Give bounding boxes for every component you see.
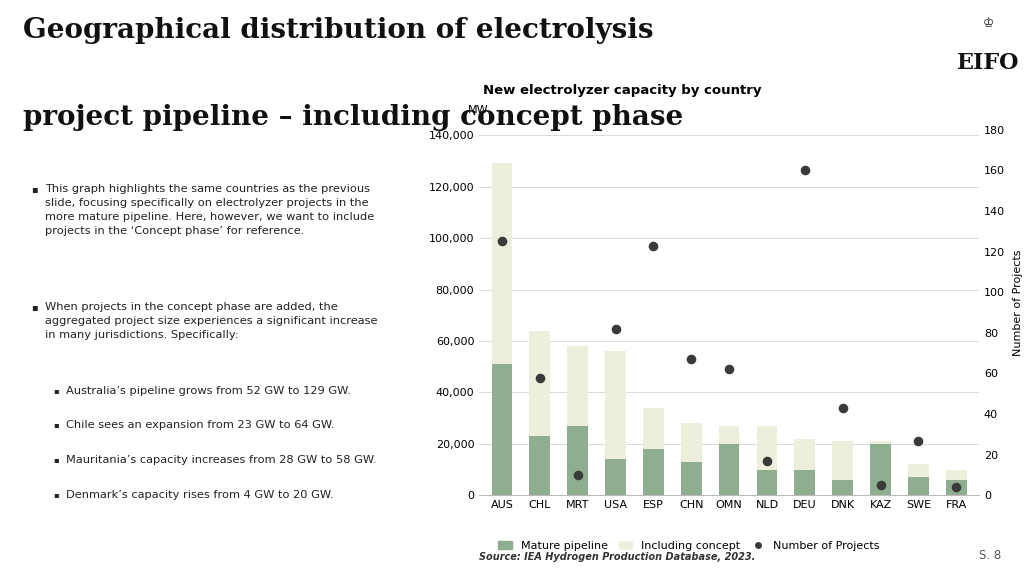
Point [607,324,624,334]
Point [948,483,965,492]
Bar [795,439,815,469]
Text: Mauritania’s capacity increases from 28 GW to 58 GW.: Mauritania’s capacity increases from 28 … [66,455,376,465]
Bar [605,459,626,495]
Point [569,471,586,480]
Point [531,373,548,382]
Bar [492,364,512,495]
Text: ▪: ▪ [31,184,37,194]
Point [645,241,662,250]
Text: Chile sees an expansion from 23 GW to 64 GW.: Chile sees an expansion from 23 GW to 64… [66,420,334,430]
Text: Denmark’s capacity rises from 4 GW to 20 GW.: Denmark’s capacity rises from 4 GW to 20… [66,490,333,499]
Bar [605,351,626,459]
Bar [529,436,550,495]
Text: Source: IEA Hydrogen Production Database, 2023.: Source: IEA Hydrogen Production Database… [479,552,756,562]
Text: Australia’s pipeline grows from 52 GW to 129 GW.: Australia’s pipeline grows from 52 GW to… [66,386,350,396]
Bar [795,469,815,495]
Text: New electrolyzer capacity by country: New electrolyzer capacity by country [483,84,762,97]
Bar [908,464,929,478]
Bar [719,426,739,444]
Bar [643,449,664,495]
Text: ♔: ♔ [983,17,993,31]
Point [759,456,775,465]
Point [683,355,699,364]
Text: MW: MW [468,105,488,115]
Bar [870,441,891,444]
Point [721,365,737,374]
Bar [946,469,967,480]
Bar [719,444,739,495]
Bar [946,480,967,495]
Bar [643,408,664,449]
Legend: Mature pipeline, Including concept, Number of Projects: Mature pipeline, Including concept, Numb… [494,536,885,555]
Text: project pipeline – including concept phase: project pipeline – including concept pha… [23,104,683,131]
Bar [529,331,550,436]
Text: This graph highlights the same countries as the previous
slide, focusing specifi: This graph highlights the same countries… [45,184,375,236]
Point [872,480,889,490]
Text: ▪: ▪ [53,455,58,464]
Point [494,237,510,246]
Text: When projects in the concept phase are added, the
aggregated project size experi: When projects in the concept phase are a… [45,302,378,340]
Bar [908,478,929,495]
Text: ▪: ▪ [53,386,58,395]
Bar [681,462,701,495]
Bar [833,441,853,480]
Text: ▪: ▪ [31,302,37,312]
Point [910,436,927,445]
Bar [833,480,853,495]
Point [797,166,813,175]
Bar [757,426,777,469]
Bar [567,346,588,426]
Text: Geographical distribution of electrolysis: Geographical distribution of electrolysi… [23,17,653,44]
Bar [492,164,512,364]
Bar [567,426,588,495]
Text: ▪: ▪ [53,490,58,499]
Text: EIFO: EIFO [956,52,1020,74]
Text: S. 8: S. 8 [979,548,1001,562]
Bar [681,423,701,462]
Bar [870,444,891,495]
Y-axis label: Number of Projects: Number of Projects [1014,249,1023,355]
Point [835,403,851,412]
Bar [757,469,777,495]
Text: ▪: ▪ [53,420,58,430]
